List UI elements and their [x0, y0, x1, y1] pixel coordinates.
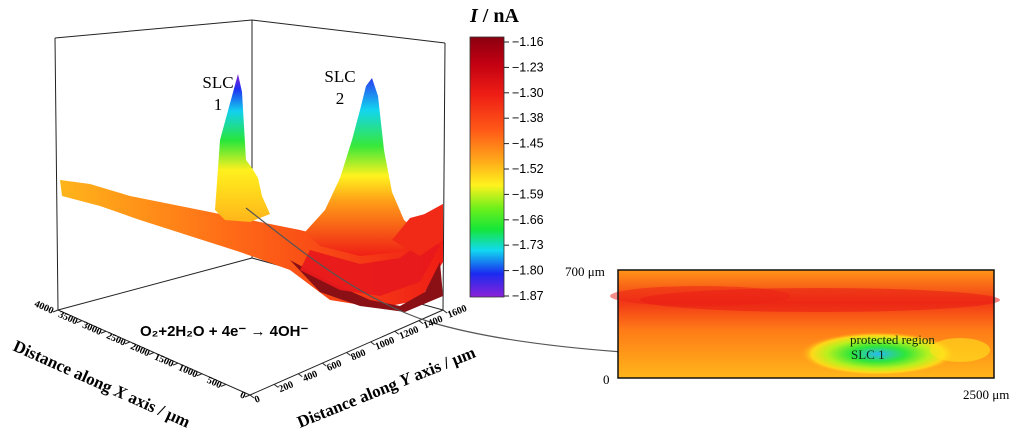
- y-tick-label: 1000: [374, 335, 397, 353]
- surface-trough: [290, 260, 443, 312]
- heatmap-y-top-label: 700 μm: [565, 264, 605, 279]
- y-tick-label: 0: [253, 394, 262, 406]
- x-tick-mark: [196, 373, 203, 377]
- x-tick-label: 3000: [81, 320, 104, 338]
- colorbar-tick-label: −1.80: [512, 264, 544, 278]
- y-tick-mark: [297, 373, 303, 378]
- peak-slc1-surface: [215, 74, 270, 222]
- heatmap-panel: 700 μm 0 2500 μm protected region SLC 1: [565, 264, 1009, 402]
- y-tick-mark: [273, 383, 279, 388]
- peak-label-slc1-line2: 1: [214, 95, 223, 114]
- x-tick-mark: [220, 383, 227, 387]
- peak-label-slc2-line1: SLC: [324, 67, 355, 86]
- heatmap-frame: [617, 269, 995, 379]
- x-tick-label: 2000: [129, 341, 152, 359]
- colorbar-tick-label: −1.23: [512, 60, 544, 74]
- x-tick-mark: [172, 362, 179, 366]
- colorbar-tick-label: −1.45: [512, 137, 544, 151]
- heatmap-x-right-label: 2500 μm: [963, 387, 1009, 402]
- y-axis-title: Distance along Y axis / μm: [294, 343, 478, 432]
- box-floor-left: [57, 257, 253, 311]
- colorbar-tick-label: −1.16: [512, 35, 544, 49]
- x-tick-mark: [52, 309, 59, 313]
- y-tick-label: 800: [350, 347, 368, 363]
- x-tick-label: 1500: [153, 352, 176, 370]
- y-tick-mark: [442, 309, 448, 314]
- peak-slc2-surface: [305, 78, 418, 256]
- heatmap-slc1-spot: [800, 332, 956, 376]
- y-tick-mark: [346, 352, 351, 356]
- x-tick-mark: [148, 352, 155, 355]
- peak-label-slc2-line2: 2: [336, 89, 345, 108]
- x-tick-label: 0: [238, 390, 247, 402]
- y-tick-label: 1400: [422, 314, 445, 332]
- x-tick-mark: [100, 330, 107, 334]
- peak-label-slc1-line1: SLC: [202, 73, 233, 92]
- colorbar: [469, 36, 505, 298]
- reaction-equation: O₂+2H₂O + 4e⁻ → 4OH⁻: [140, 323, 308, 340]
- y-tick-mark: [394, 330, 400, 335]
- box-top-edge: [54, 19, 446, 44]
- y-tick-label: 1200: [398, 324, 421, 342]
- colorbar-tick-label: −1.73: [512, 238, 544, 252]
- heatmap-annotation-protected: protected region: [850, 332, 935, 347]
- x-tick-mark: [244, 394, 251, 398]
- y-tick-mark: [322, 362, 327, 367]
- surface-3d: [60, 74, 443, 312]
- colorbar-tick-label: −1.66: [512, 213, 544, 227]
- colorbar-title: I / nA: [469, 5, 519, 27]
- colorbar-tick-label: −1.59: [512, 187, 544, 201]
- colorbar-tick-label: −1.52: [512, 162, 544, 176]
- y-tick-mark: [370, 341, 375, 346]
- x-axis-title: Distance along X axis / μm: [10, 336, 193, 431]
- x-tick-label: 2500: [105, 330, 128, 348]
- x-tick-mark: [124, 341, 131, 345]
- y-tick-mark: [418, 320, 424, 325]
- y-tick-label: 600: [325, 358, 343, 374]
- x-tick-label: 4000: [33, 299, 56, 317]
- x-tick-label: 1000: [177, 362, 200, 380]
- y-tick-label: 1600: [446, 303, 469, 321]
- colorbar-tick-label: −1.38: [512, 111, 544, 125]
- x-tick-mark: [76, 320, 83, 324]
- y-tick-label: 400: [301, 369, 319, 385]
- box-right-edge: [442, 42, 446, 311]
- y-tick-label: 200: [277, 379, 295, 395]
- heatmap-annotation-slc1: SLC 1: [851, 347, 885, 362]
- x-tick-label: 500: [205, 375, 223, 391]
- colorbar-ticks: −1.16 −1.23 −1.30 −1.38 −1.45 −1.52 −1.59 −1.66…: [504, 35, 544, 303]
- box-left-edge: [54, 37, 59, 311]
- y-tick-mark: [249, 394, 255, 399]
- x-tick-label: 3500: [57, 309, 80, 327]
- colorbar-tick-label: −1.87: [512, 289, 544, 303]
- colorbar-tick-label: −1.30: [512, 86, 544, 100]
- heatmap-y-bottom-label: 0: [603, 372, 610, 387]
